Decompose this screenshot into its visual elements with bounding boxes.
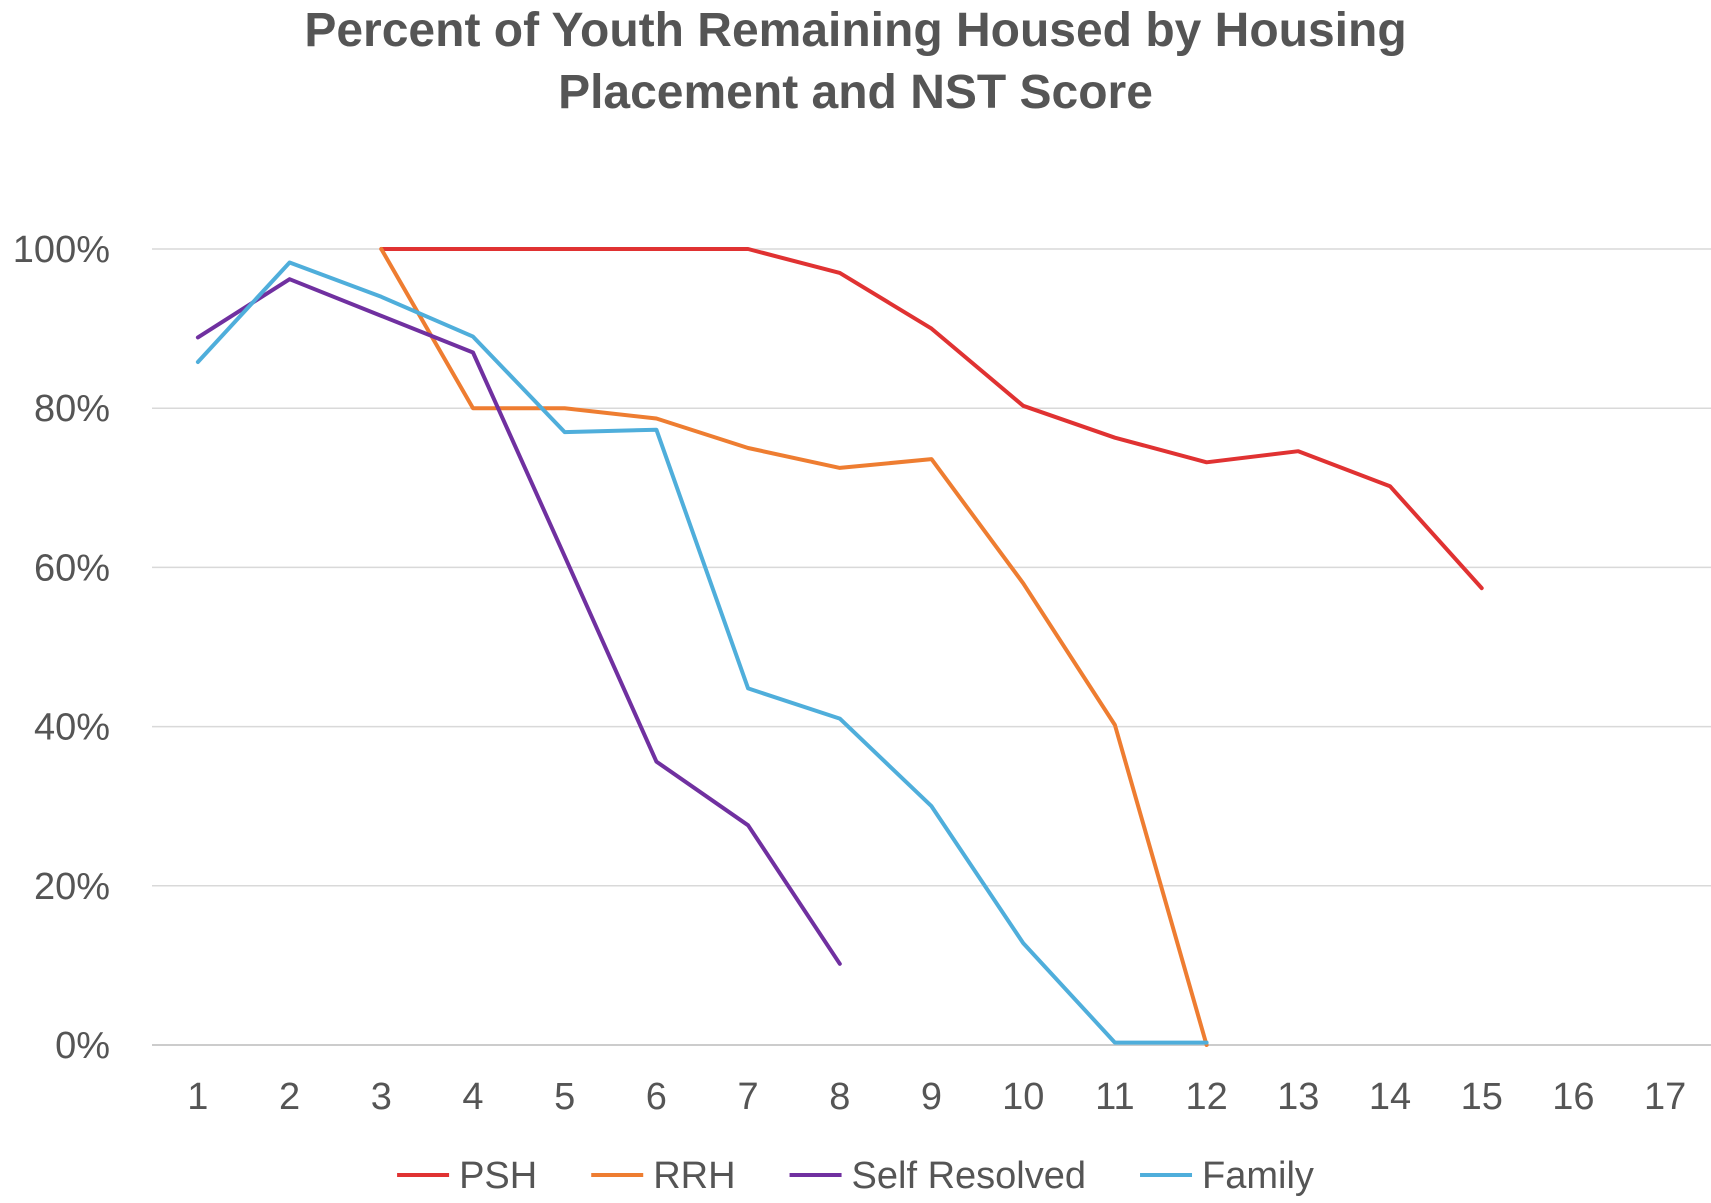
series-line-self-resolved [195, 277, 842, 966]
series-line-psh [379, 247, 1484, 591]
y-axis-tick-labels: 0% 20% 40% 60% 80% 100% [13, 229, 110, 1067]
chart-title-line-1: Percent of Youth Remaining Housed by Hou… [304, 4, 1407, 57]
x-tick-label: 11 [1095, 1076, 1134, 1118]
x-tick-label: 8 [829, 1076, 850, 1118]
y-tick-label: 80% [34, 388, 110, 430]
x-tick-label: 14 [1369, 1076, 1411, 1118]
legend-label: Self Resolved [852, 1155, 1086, 1197]
chart-title: Percent of Youth Remaining Housed by Hou… [0, 0, 1711, 124]
y-tick-label: 40% [34, 707, 110, 749]
x-axis-tick-labels: 1 2 3 4 5 6 7 8 9 10 11 12 13 14 15 16 17 [187, 1076, 1686, 1118]
y-tick-label: 0% [55, 1025, 110, 1067]
y-tick-label: 20% [34, 866, 110, 908]
x-tick-label: 3 [371, 1076, 392, 1118]
x-tick-label: 4 [462, 1076, 483, 1118]
x-tick-label: 6 [646, 1076, 667, 1118]
x-tick-label: 7 [738, 1076, 759, 1118]
y-tick-label: 100% [13, 229, 110, 271]
series-line-family [195, 260, 1209, 1045]
x-tick-label: 17 [1644, 1076, 1686, 1118]
gridlines [152, 248, 1711, 1046]
x-tick-label: 1 [187, 1076, 208, 1118]
x-tick-label: 10 [1002, 1076, 1044, 1118]
x-tick-label: 15 [1461, 1076, 1503, 1118]
x-tick-label: 16 [1552, 1076, 1594, 1118]
x-tick-label: 12 [1185, 1076, 1227, 1118]
x-tick-label: 13 [1277, 1076, 1319, 1118]
x-tick-label: 9 [921, 1076, 942, 1118]
chart-title-line-2: Placement and NST Score [558, 66, 1153, 119]
y-tick-label: 60% [34, 547, 110, 589]
legend: PSH RRH Self Resolved Family [397, 1155, 1314, 1197]
legend-label: RRH [653, 1155, 735, 1197]
series-lines [195, 247, 1484, 1047]
series-line-rrh [379, 247, 1209, 1047]
legend-label: Family [1202, 1155, 1314, 1197]
x-tick-label: 2 [279, 1076, 300, 1118]
x-tick-label: 5 [554, 1076, 575, 1118]
legend-label: PSH [459, 1155, 537, 1197]
